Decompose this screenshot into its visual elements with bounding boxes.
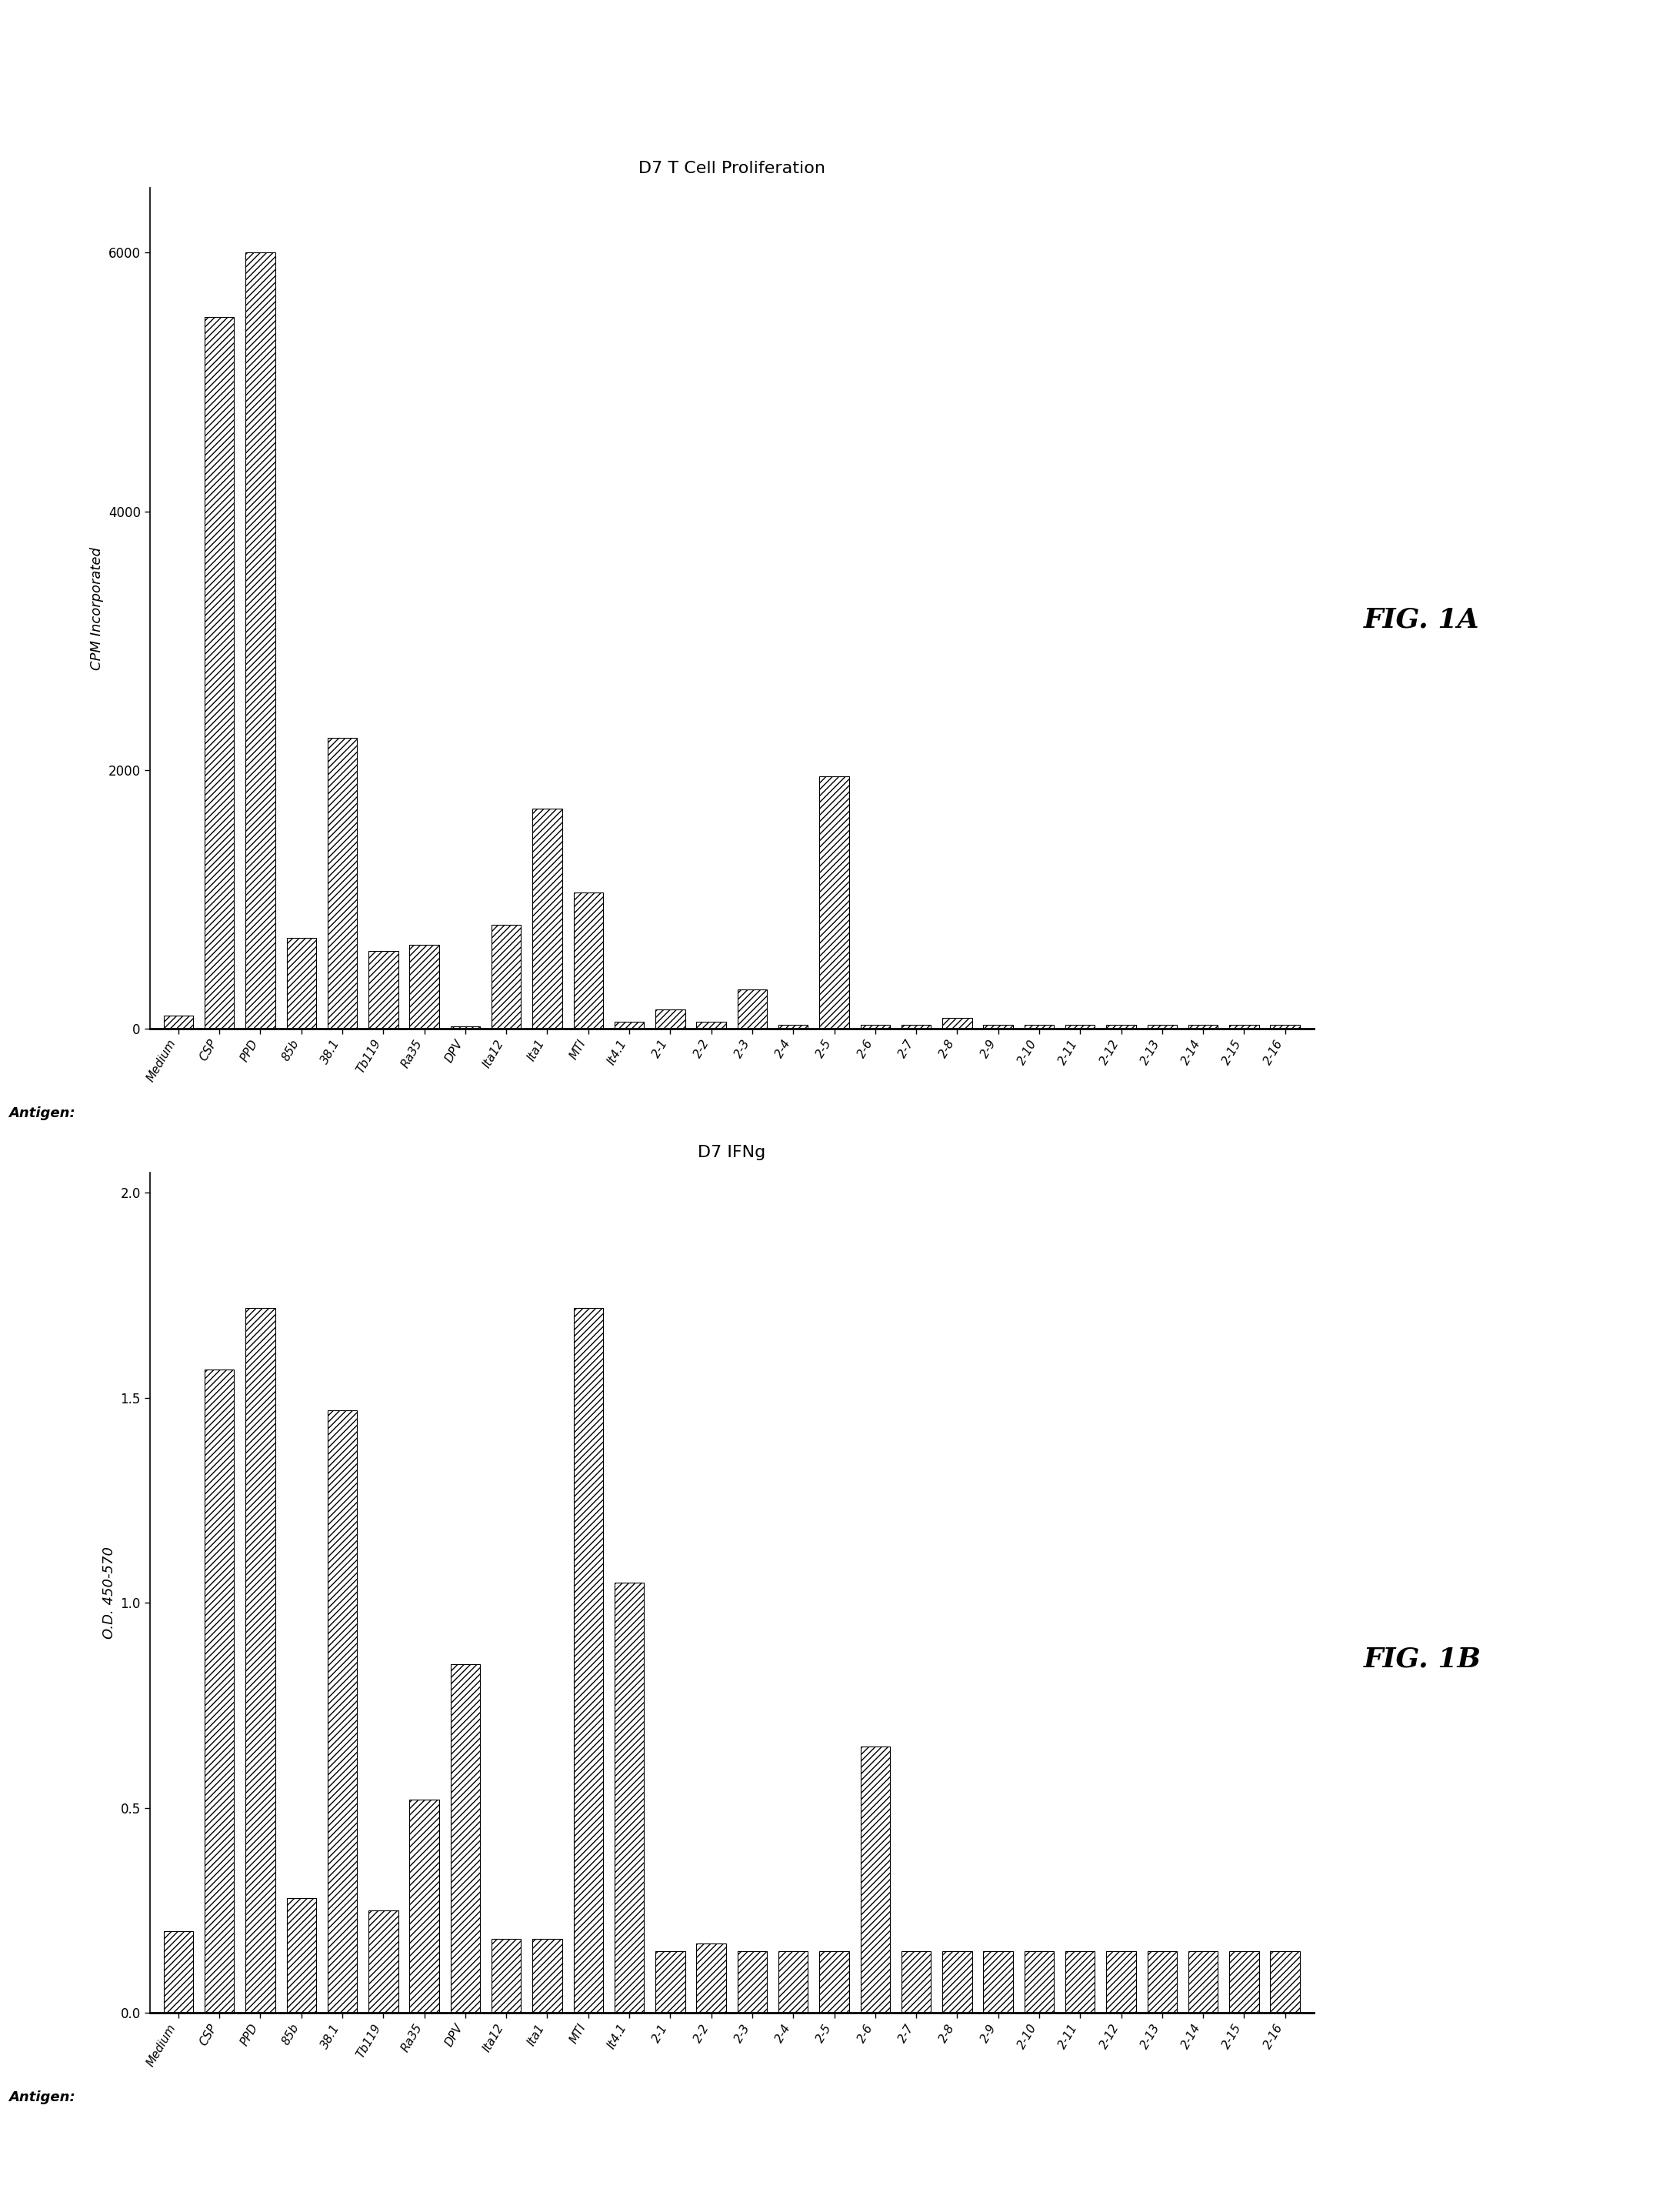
Bar [286,1898,316,2013]
Bar [778,1951,808,2013]
Bar [1066,1024,1094,1029]
Bar [205,316,234,1029]
Text: Antigen:: Antigen: [8,2090,75,2104]
Bar [737,1951,767,2013]
Bar [574,894,604,1029]
Bar [655,1009,685,1029]
Bar [286,938,316,1029]
Bar [1271,1024,1300,1029]
Bar [451,1663,481,2013]
Bar [697,1942,727,2013]
Bar [163,1015,193,1029]
Bar [778,1024,808,1029]
Bar [820,1951,848,2013]
Y-axis label: CPM Incorporated: CPM Incorporated [90,546,103,670]
Bar [246,252,274,1029]
Text: FIG. 1B: FIG. 1B [1364,1646,1482,1672]
Bar [328,1411,358,2013]
Bar [163,1931,193,2013]
Bar [983,1951,1013,2013]
Bar [1066,1951,1094,2013]
Bar [1271,1951,1300,2013]
Bar [615,1582,644,2013]
Text: FIG. 1A: FIG. 1A [1364,606,1480,633]
Bar [901,1024,931,1029]
Bar [328,737,358,1029]
Bar [1106,1024,1136,1029]
Bar [820,776,848,1029]
Bar [451,1026,481,1029]
Bar [860,1747,890,2013]
Bar [1024,1951,1054,2013]
Bar [1229,1951,1259,2013]
Bar [532,810,562,1029]
Bar [943,1951,971,2013]
Bar [574,1307,604,2013]
Bar [655,1951,685,2013]
Bar [737,989,767,1029]
Bar [409,1801,439,2013]
Bar [1147,1024,1177,1029]
Bar [1147,1951,1177,2013]
Bar [1189,1024,1217,1029]
Title: D7 IFNg: D7 IFNg [698,1146,765,1161]
Bar [492,1940,521,2013]
Bar [205,1369,234,2013]
Bar [1106,1951,1136,2013]
Bar [369,951,397,1029]
Bar [532,1940,562,2013]
Bar [492,925,521,1029]
Bar [943,1018,971,1029]
Bar [860,1024,890,1029]
Bar [1189,1951,1217,2013]
Y-axis label: O.D. 450-570: O.D. 450-570 [101,1546,116,1639]
Bar [1229,1024,1259,1029]
Text: Antigen:: Antigen: [8,1106,75,1119]
Bar [246,1307,274,2013]
Title: D7 T Cell Proliferation: D7 T Cell Proliferation [639,161,825,177]
Bar [615,1022,644,1029]
Bar [1024,1024,1054,1029]
Bar [369,1911,397,2013]
Bar [901,1951,931,2013]
Bar [409,945,439,1029]
Bar [983,1024,1013,1029]
Bar [697,1022,727,1029]
